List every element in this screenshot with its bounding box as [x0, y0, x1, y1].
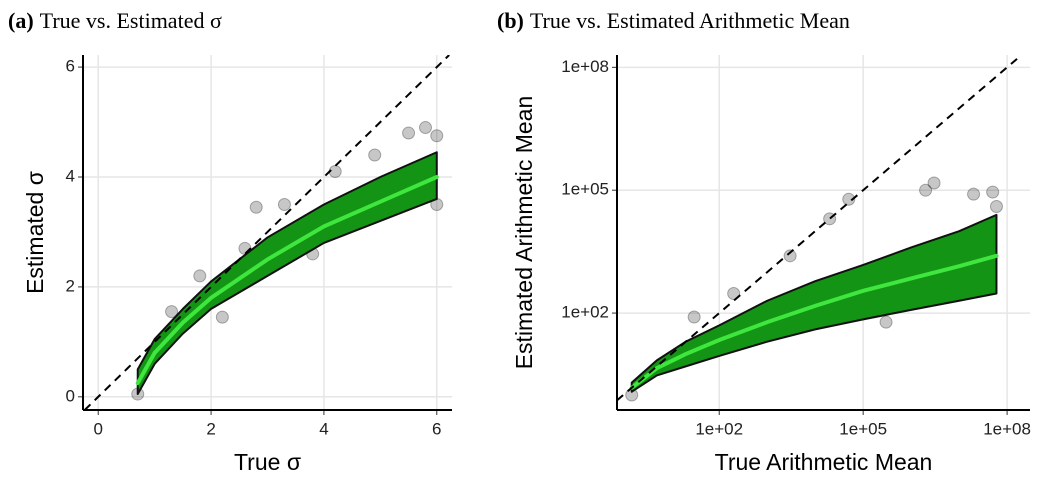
point [989, 199, 1003, 213]
x-tick-label: 0 [93, 419, 102, 438]
point [402, 126, 416, 140]
point [277, 197, 291, 211]
x-axis-label: True Arithmetic Mean [715, 449, 933, 475]
y-tick-label: 0 [66, 386, 75, 405]
identity-line [617, 55, 1023, 402]
point [193, 269, 207, 283]
x-tick-label: 2 [206, 419, 215, 438]
trend-line [629, 253, 999, 390]
y-axis-label: Estimated σ [22, 171, 48, 294]
band [136, 151, 438, 396]
point [328, 165, 342, 179]
plot-area [617, 55, 1023, 402]
point [215, 310, 229, 324]
point [368, 148, 382, 162]
y-tick-label: 1e+02 [561, 303, 609, 322]
point [842, 192, 856, 206]
identity-line [83, 55, 450, 410]
point [986, 185, 1000, 199]
panel-title: (b) True vs. Estimated Arithmetic Mean [497, 8, 850, 33]
y-axis-label: Estimated Arithmetic Mean [511, 96, 537, 370]
y-tick-label: 2 [66, 276, 75, 295]
x-tick-label: 6 [432, 419, 441, 438]
title-text: True vs. Estimated σ [40, 8, 222, 33]
y-tick-label: 1e+05 [561, 180, 609, 199]
point [165, 305, 179, 319]
point [967, 187, 981, 201]
x-tick-label: 1e+08 [983, 419, 1031, 438]
point [430, 129, 444, 143]
point [687, 310, 701, 324]
panel-label: (a) [8, 8, 34, 33]
x-axis-label: True σ [234, 449, 301, 475]
point [418, 121, 432, 135]
trend-line [135, 174, 439, 386]
x-tick-label: 1e+02 [695, 419, 743, 438]
y-tick-label: 4 [66, 166, 75, 185]
point [249, 200, 263, 214]
y-tick-label: 1e+08 [561, 57, 609, 76]
title-text: True vs. Estimated Arithmetic Mean [530, 8, 850, 33]
y-tick-label: 6 [66, 57, 75, 76]
x-tick-label: 1e+05 [839, 419, 887, 438]
point [927, 176, 941, 190]
panel-label: (b) [497, 8, 524, 33]
point [879, 315, 893, 329]
plot-area [83, 55, 450, 410]
point [919, 183, 933, 197]
x-tick-label: 4 [319, 419, 328, 438]
band [630, 213, 998, 393]
panel-title: (a) True vs. Estimated σ [8, 8, 222, 33]
point [783, 249, 797, 263]
